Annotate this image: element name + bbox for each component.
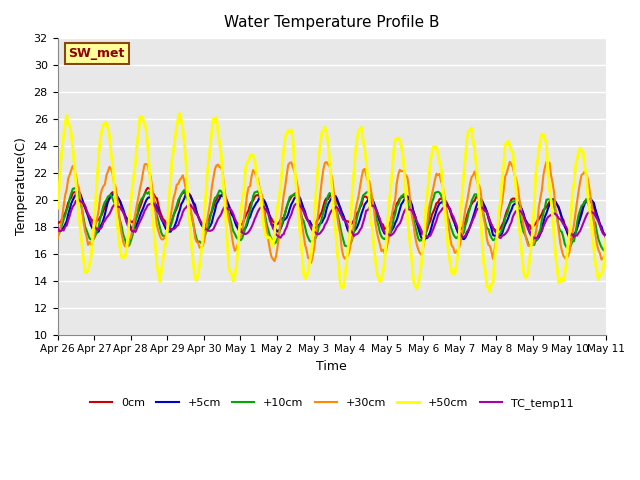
- X-axis label: Time: Time: [316, 360, 347, 373]
- Y-axis label: Temperature(C): Temperature(C): [15, 137, 28, 235]
- Text: SW_met: SW_met: [68, 47, 125, 60]
- Title: Water Temperature Profile B: Water Temperature Profile B: [224, 15, 440, 30]
- Legend: 0cm, +5cm, +10cm, +30cm, +50cm, TC_temp11: 0cm, +5cm, +10cm, +30cm, +50cm, TC_temp1…: [86, 394, 578, 413]
